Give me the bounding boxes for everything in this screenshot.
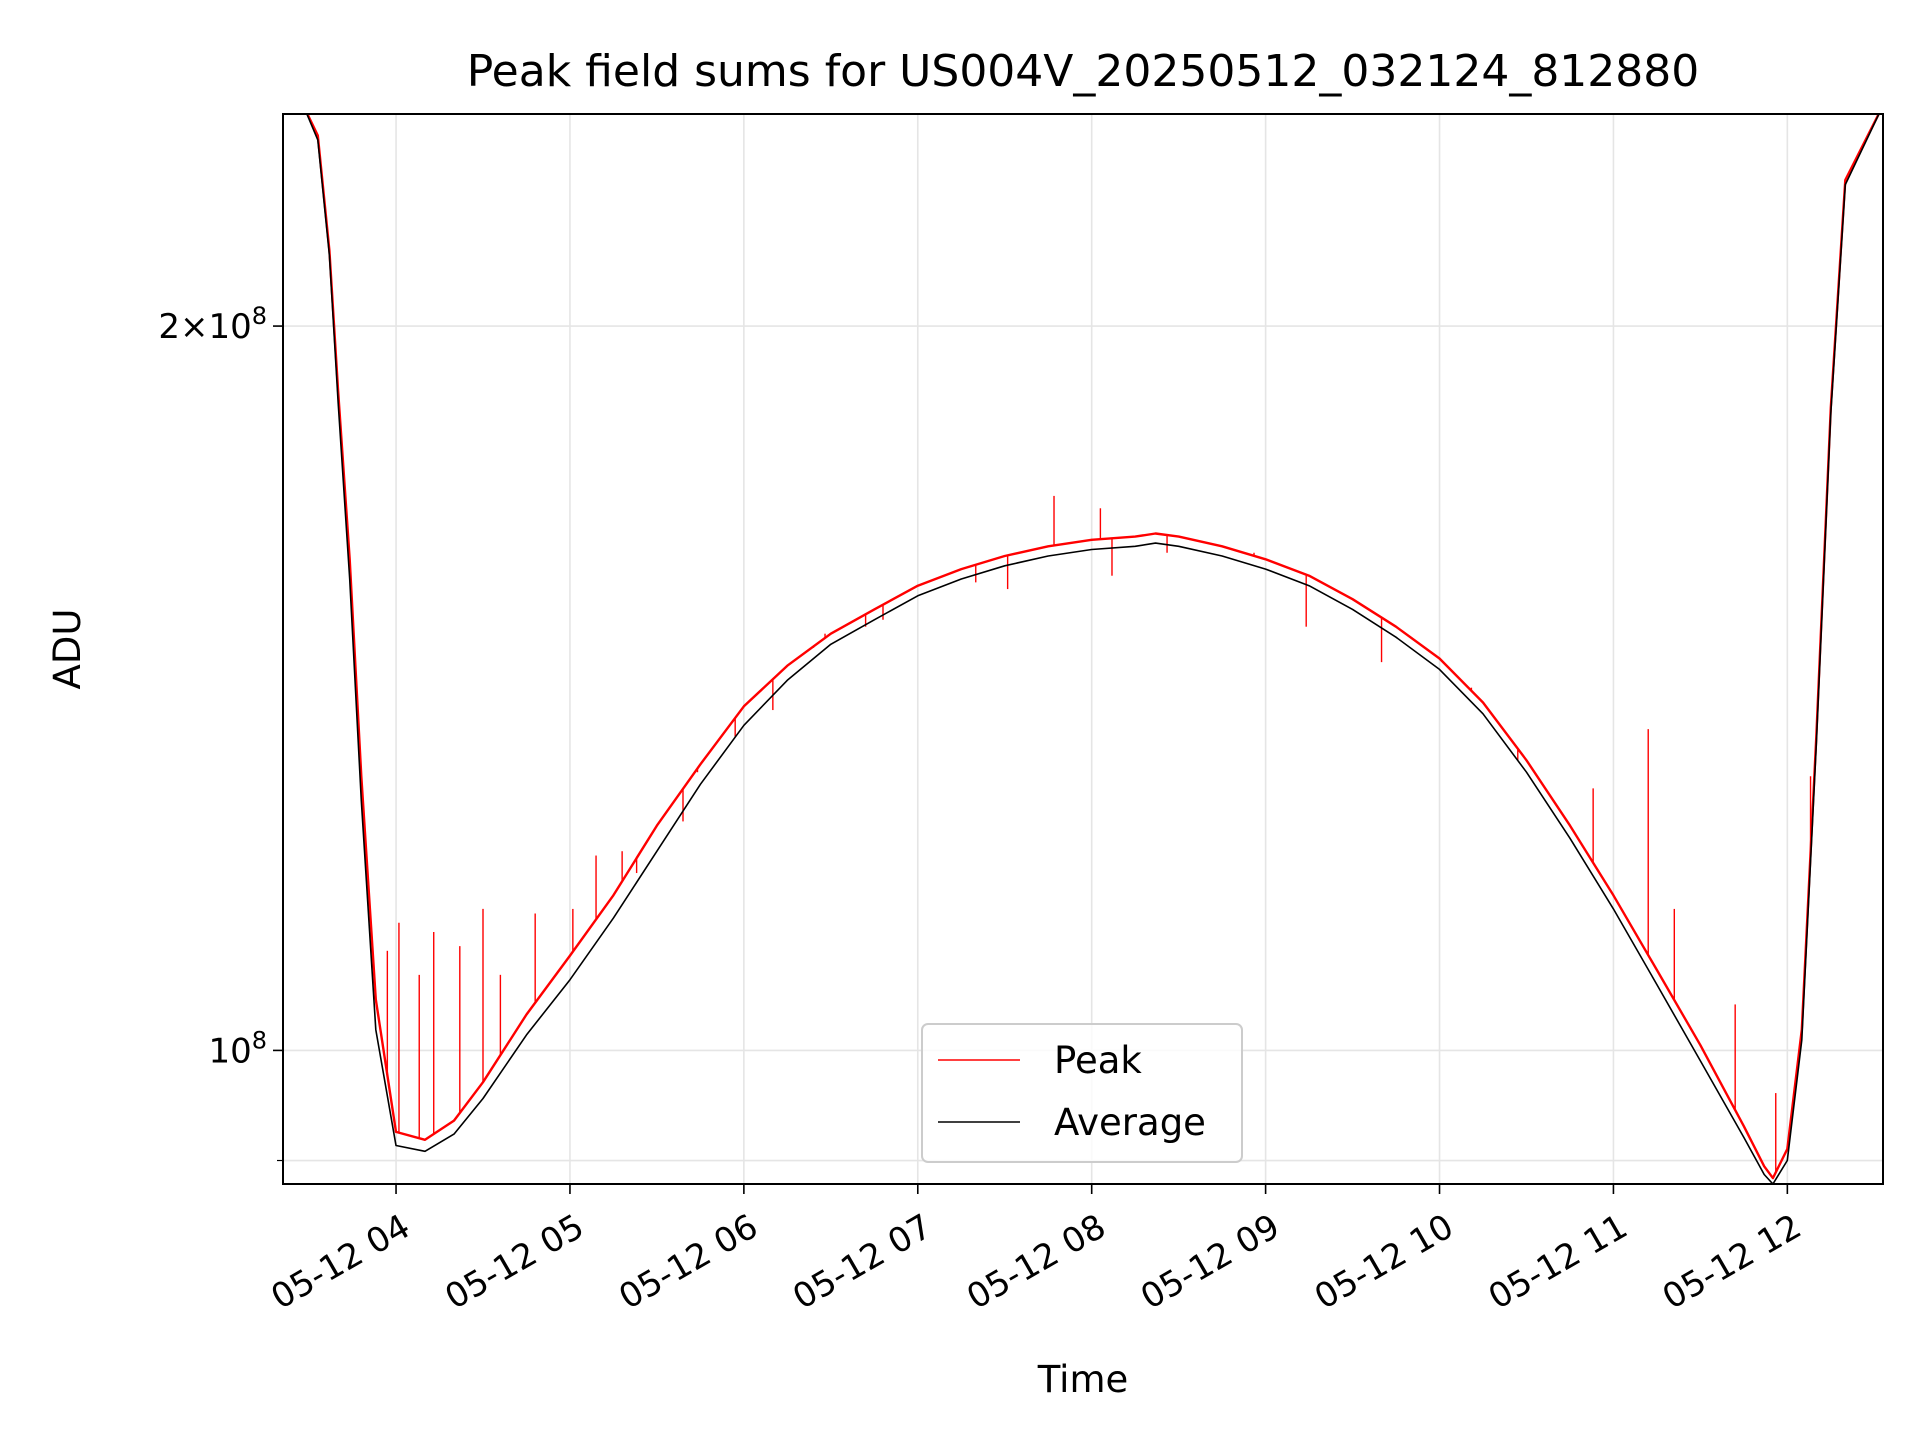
series-line-average [306, 114, 1880, 1184]
plot-lines [306, 114, 1881, 1184]
series-line-peak [306, 114, 1881, 1180]
x-axis-label: Time [1037, 1358, 1129, 1401]
legend-label-peak: Peak [1054, 1039, 1142, 1082]
legend: Peak Average [921, 1023, 1243, 1163]
legend-box [921, 1023, 1243, 1163]
chart-title: Peak field sums for US004V_20250512_0321… [467, 46, 1700, 97]
legend-label-average: Average [1054, 1101, 1206, 1144]
grid [283, 114, 1883, 1184]
y-tick-label: 2×108 [158, 302, 267, 347]
y-axis-label: ADU [46, 609, 89, 690]
plot-frame [282, 113, 1884, 1185]
